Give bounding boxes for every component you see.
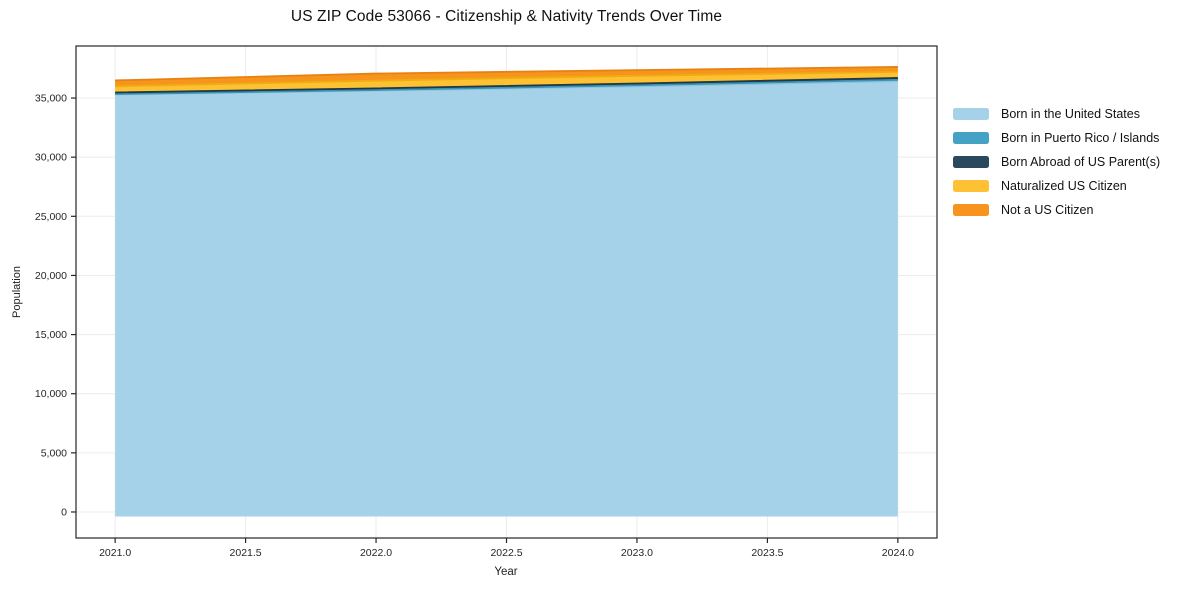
legend-label-born-abroad: Born Abroad of US Parent(s)	[1001, 155, 1161, 169]
svg-text:0: 0	[61, 506, 67, 518]
svg-text:30,000: 30,000	[35, 152, 67, 164]
svg-text:2022.0: 2022.0	[360, 547, 392, 559]
svg-text:35,000: 35,000	[35, 93, 67, 105]
svg-text:5,000: 5,000	[41, 447, 67, 459]
chart-title: US ZIP Code 53066 - Citizenship & Nativi…	[290, 8, 723, 25]
svg-text:2021.0: 2021.0	[99, 547, 131, 559]
svg-text:10,000: 10,000	[35, 388, 67, 400]
legend-label-naturalized: Naturalized US Citizen	[1001, 179, 1127, 193]
axis-ticks: 0 5,000 10,000 15,000 20,000 25,000 30,000 35,0…	[35, 93, 914, 559]
stacked-areas	[115, 66, 898, 517]
area-Born in the United States	[115, 81, 898, 517]
legend-swatch-born-us-icon	[953, 108, 989, 120]
legend: Born in the United States Born in Puerto…	[953, 102, 1160, 222]
legend-item-naturalized: Naturalized US Citizen	[953, 174, 1160, 198]
legend-swatch-not-citizen-icon	[953, 204, 989, 216]
legend-item-born-us: Born in the United States	[953, 102, 1160, 126]
legend-label-born-pr: Born in Puerto Rico / Islands	[1001, 131, 1160, 145]
legend-swatch-born-pr-icon	[953, 132, 989, 144]
svg-text:2024.0: 2024.0	[882, 547, 914, 559]
legend-item-born-abroad: Born Abroad of US Parent(s)	[953, 150, 1160, 174]
legend-swatch-born-abroad-icon	[953, 156, 989, 168]
legend-swatch-naturalized-icon	[953, 180, 989, 192]
svg-text:20,000: 20,000	[35, 270, 67, 282]
svg-text:2023.0: 2023.0	[621, 547, 653, 559]
svg-text:25,000: 25,000	[35, 211, 67, 223]
svg-text:2023.5: 2023.5	[751, 547, 783, 559]
svg-text:15,000: 15,000	[35, 329, 67, 341]
x-axis-title: Year	[494, 566, 518, 578]
y-axis-title: Population	[11, 266, 23, 318]
legend-label-not-citizen: Not a US Citizen	[1001, 203, 1094, 217]
legend-item-not-citizen: Not a US Citizen	[953, 198, 1160, 222]
area-Naturalized US Citizen	[115, 71, 898, 93]
svg-text:2022.5: 2022.5	[490, 547, 522, 559]
legend-label-born-us: Born in the United States	[1001, 107, 1140, 121]
legend-item-born-pr: Born in Puerto Rico / Islands	[953, 126, 1160, 150]
svg-text:2021.5: 2021.5	[230, 547, 262, 559]
